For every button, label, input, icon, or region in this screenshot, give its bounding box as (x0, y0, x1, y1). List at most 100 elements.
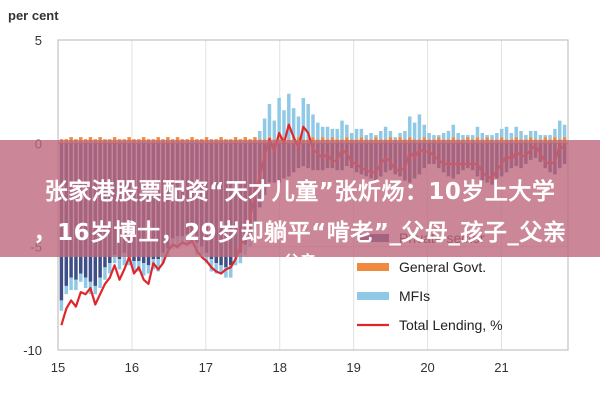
bar-mfis (524, 135, 528, 140)
bar-mfis (282, 110, 286, 138)
bar-mfis (132, 261, 136, 272)
bar-mfis (146, 265, 151, 274)
overlay-title-line-2: ，16岁博士，29岁却躺平“啃老”_父母_孩子_父亲 (33, 220, 567, 246)
bar-mfis (364, 135, 368, 140)
bar-mfis (229, 265, 233, 278)
bar-mfis (422, 124, 427, 138)
bar-mfis (59, 300, 64, 311)
bar-mfis (74, 279, 78, 291)
bar-mfis (412, 122, 417, 140)
bar-mfis (161, 252, 165, 264)
overlay-title-line-1: 张家港股票配资“天才儿童”张炘炀：10岁上大学 (44, 179, 556, 205)
bar-mfis (345, 124, 349, 138)
legend-swatch (357, 263, 389, 271)
bar-mfis (83, 277, 88, 288)
bar-mfis (214, 263, 218, 274)
bar-mfis (398, 133, 402, 138)
bar-mfis (475, 126, 480, 138)
legend-label: Total Lending, % (399, 317, 503, 333)
bar-mfis (272, 120, 277, 140)
y-axis-label: per cent (8, 8, 59, 23)
legend-label: MFIs (399, 288, 430, 304)
bar-mfis (538, 135, 543, 140)
bar-mfis (562, 124, 567, 138)
bar-mfis (519, 130, 523, 140)
overlay-banner (0, 140, 600, 257)
bar-mfis (325, 126, 330, 140)
x-tick-label: 15 (51, 360, 65, 375)
bar-mfis (528, 130, 533, 138)
bar-mfis (499, 128, 504, 138)
bar-mfis (79, 273, 83, 282)
legend-label: General Govt. (399, 259, 486, 275)
bar-mfis (504, 126, 509, 140)
bar-mfis (330, 128, 335, 138)
bar-mfis (335, 128, 339, 140)
bar-mfis (514, 126, 518, 138)
x-axis-ticks: 15 16 17 18 19 20 21 (51, 360, 509, 375)
bar-mfis (441, 133, 446, 140)
bar-mfis (359, 128, 364, 138)
y-tick-label: -10 (23, 343, 42, 358)
x-tick-label: 21 (494, 360, 508, 375)
bar-mfis (320, 126, 325, 138)
bar-mfis (340, 120, 344, 140)
bar-mfis (103, 267, 107, 280)
bar-mfis (403, 130, 407, 140)
bar-mfis (204, 252, 209, 264)
bar-mfis (287, 93, 291, 140)
bar-mfis (461, 135, 465, 140)
bar-mfis (446, 130, 451, 140)
bar-mfis (432, 135, 436, 140)
bar-mfis (558, 120, 562, 140)
bar-mfis (311, 114, 315, 138)
bar-mfis (306, 104, 310, 140)
bar-mfis (374, 135, 378, 138)
bar-mfis (354, 128, 359, 140)
x-tick-label: 17 (199, 360, 213, 375)
bar-mfis (98, 277, 102, 288)
bar-mfis (490, 135, 494, 140)
bar-mfis (437, 135, 441, 138)
bar-mfis (451, 124, 456, 138)
bar-mfis (470, 135, 475, 140)
bar-mfis (543, 135, 547, 138)
bar-mfis (238, 252, 243, 264)
bar-mfis (141, 263, 146, 276)
bar-mfis (456, 133, 460, 140)
bar-mfis (495, 133, 499, 140)
bar-mfis (262, 118, 267, 140)
bar-mfis (122, 252, 127, 266)
bar-mfis (117, 259, 122, 270)
bar-mfis (69, 277, 73, 291)
bar-mfis (258, 130, 262, 140)
bar-mfis (553, 128, 557, 138)
bar-mfis (466, 135, 470, 138)
bar-mfis (267, 104, 272, 138)
bar-mfis (209, 259, 214, 272)
bar-mfis (378, 130, 383, 140)
bar-mfis (93, 285, 98, 295)
bar-mfis (291, 108, 296, 140)
bar-mfis (64, 285, 68, 295)
bar-mfis (112, 254, 117, 264)
bar-mfis (480, 133, 485, 140)
bar-mfis (301, 97, 306, 140)
overlay-title-line-3: 父亲 (283, 252, 317, 271)
bar-mfis (509, 133, 514, 140)
bar-mfis (349, 133, 354, 140)
bar-mfis (533, 130, 538, 140)
bar-mfis (369, 133, 373, 140)
bar-mfis (548, 135, 552, 140)
bar-mfis (296, 116, 301, 138)
bar-mfis (127, 257, 131, 266)
x-tick-label: 18 (273, 360, 287, 375)
bar-mfis (427, 133, 431, 140)
x-tick-label: 20 (420, 360, 434, 375)
x-tick-label: 16 (125, 360, 139, 375)
legend-swatch (357, 292, 389, 300)
bar-mfis (108, 263, 112, 274)
bar-mfis (383, 126, 388, 140)
bar-mfis (388, 130, 393, 138)
bar-mfis (417, 114, 422, 140)
